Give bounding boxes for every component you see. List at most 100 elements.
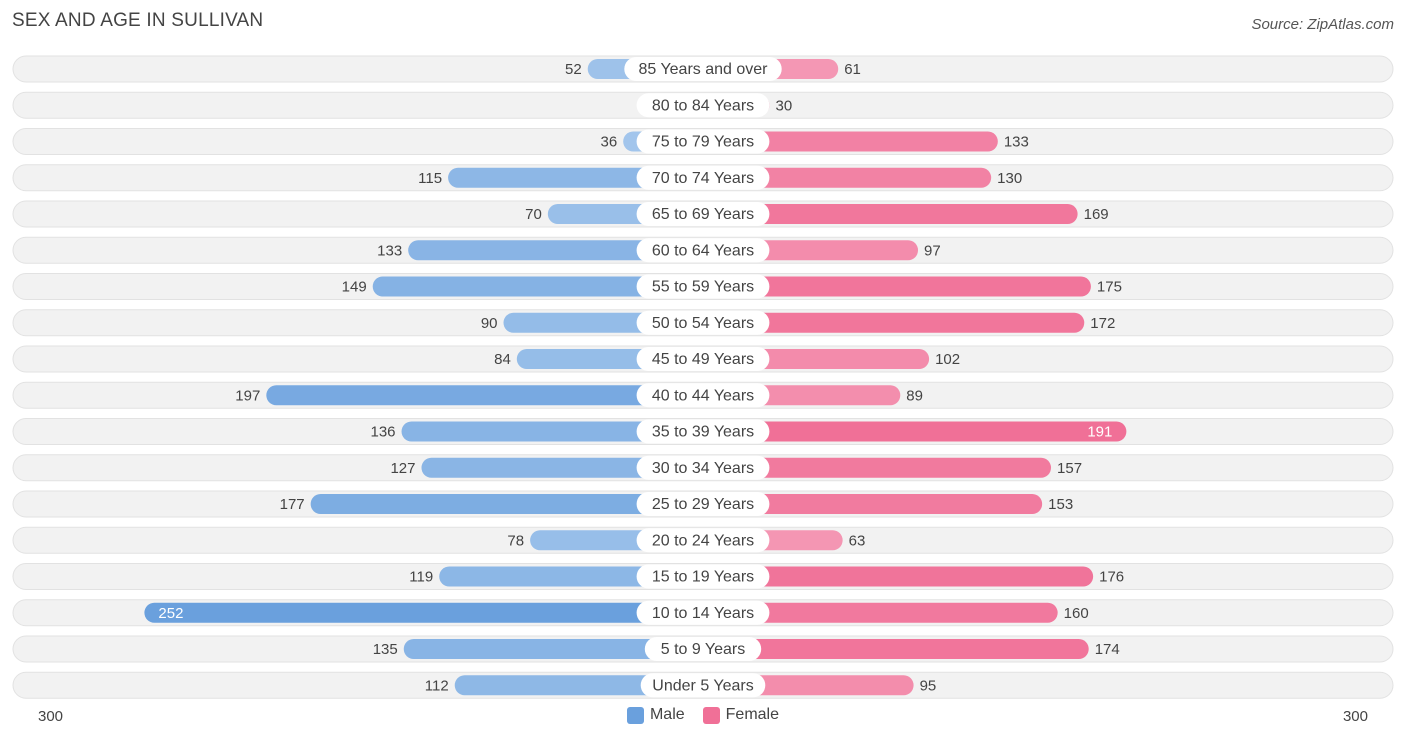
- category-label: 10 to 14 Years: [652, 605, 754, 622]
- female-bar: [693, 494, 1043, 514]
- female-bar: [693, 602, 1058, 623]
- female-value-label: 30: [776, 97, 793, 114]
- category-label: 20 to 24 Years: [652, 532, 754, 549]
- male-bar: [266, 385, 713, 406]
- female-bar: [693, 457, 1052, 478]
- category-label: 50 to 54 Years: [652, 315, 754, 332]
- female-value-label: 191: [1087, 424, 1112, 441]
- category-label: 80 to 84 Years: [652, 97, 754, 114]
- male-value-label: 197: [235, 387, 260, 404]
- category-label-pill: [636, 528, 770, 553]
- male-value-label: 70: [525, 206, 542, 223]
- category-label-pill: [636, 202, 770, 226]
- female-bar: [693, 131, 998, 152]
- category-label-pill: [624, 57, 782, 81]
- category-label: 70 to 74 Years: [652, 170, 754, 187]
- category-label: 35 to 39 Years: [652, 424, 754, 441]
- male-bar: [401, 421, 713, 442]
- female-bar: [693, 421, 1127, 442]
- male-value-label: 36: [601, 134, 618, 151]
- female-value-label: 61: [844, 61, 861, 78]
- female-value-label: 176: [1099, 569, 1124, 586]
- category-label-pill: [636, 419, 770, 444]
- category-label-pill: [636, 455, 770, 480]
- female-value-label: 169: [1084, 206, 1109, 223]
- female-value-label: 160: [1064, 605, 1089, 622]
- legend-label-male: Male: [649, 706, 685, 723]
- category-label-pill: [636, 600, 770, 625]
- legend-swatch-female: [702, 706, 720, 724]
- female-value-label: 130: [997, 170, 1022, 187]
- category-label: 15 to 19 Years: [652, 569, 754, 586]
- female-value-label: 172: [1090, 315, 1115, 332]
- male-value-label: 52: [565, 61, 582, 78]
- male-value-label: 252: [158, 605, 183, 622]
- legend: Male Female: [0, 706, 1406, 724]
- category-label-pill: [640, 673, 766, 698]
- female-bar: [693, 276, 1091, 297]
- category-label: 75 to 79 Years: [652, 134, 754, 151]
- male-bar: [408, 240, 713, 261]
- axis-max-label: 300: [1342, 708, 1368, 725]
- category-label-pill: [636, 165, 770, 190]
- male-bar: [403, 639, 713, 659]
- male-value-label: 115: [418, 170, 442, 187]
- legend-swatch-male: [626, 706, 644, 724]
- female-value-label: 174: [1095, 641, 1120, 658]
- male-value-label: 127: [390, 460, 415, 477]
- category-label: 65 to 69 Years: [652, 206, 754, 223]
- category-label: 85 Years and over: [639, 61, 769, 78]
- female-value-label: 102: [935, 351, 960, 368]
- male-value-label: 90: [481, 315, 498, 332]
- female-bar: [693, 639, 1089, 659]
- category-label-pill: [636, 564, 770, 589]
- category-label: 30 to 34 Years: [652, 460, 754, 477]
- male-value-label: 78: [507, 532, 524, 549]
- category-label: 45 to 49 Years: [652, 351, 754, 368]
- category-label-pill: [636, 129, 770, 154]
- male-value-label: 119: [409, 569, 433, 586]
- male-value-label: 149: [342, 279, 367, 296]
- male-value-label: 133: [377, 242, 402, 259]
- category-label: Under 5 Years: [652, 677, 753, 694]
- male-bar: [372, 276, 713, 297]
- male-bar: [144, 602, 713, 623]
- male-value-label: 177: [280, 496, 305, 513]
- category-label: 55 to 59 Years: [652, 279, 754, 296]
- category-label: 60 to 64 Years: [652, 242, 754, 259]
- category-label-pill: [636, 347, 770, 371]
- female-bar: [693, 312, 1085, 333]
- chart-title: SEX AND AGE IN SULLIVAN: [12, 10, 264, 31]
- female-bar: [693, 204, 1078, 224]
- female-value-label: 133: [1004, 134, 1029, 151]
- female-value-label: 157: [1057, 460, 1082, 477]
- axis-min-label: 300: [38, 708, 64, 725]
- category-label-pill: [636, 274, 770, 299]
- female-value-label: 153: [1048, 496, 1073, 513]
- female-value-label: 63: [849, 532, 866, 549]
- female-value-label: 175: [1097, 279, 1122, 296]
- male-value-label: 135: [373, 641, 398, 658]
- category-label-pill: [636, 238, 770, 263]
- category-label-pill: [636, 93, 770, 118]
- legend-item-male[interactable]: Male: [626, 706, 685, 724]
- female-value-label: 95: [920, 677, 937, 694]
- legend-item-female[interactable]: Female: [702, 706, 780, 724]
- category-label-pill: [636, 383, 770, 408]
- category-label: 40 to 44 Years: [652, 387, 754, 404]
- category-label: 25 to 29 Years: [652, 496, 754, 513]
- category-label: 5 to 9 Years: [661, 641, 746, 658]
- male-value-label: 136: [371, 424, 396, 441]
- male-value-label: 112: [425, 677, 449, 694]
- male-value-label: 84: [494, 351, 511, 368]
- category-label-pill: [644, 637, 762, 661]
- female-value-label: 97: [924, 242, 941, 259]
- female-value-label: 89: [906, 387, 923, 404]
- source-note: Source: ZipAtlas.com: [1251, 16, 1394, 33]
- category-label-pill: [636, 492, 770, 516]
- legend-label-female: Female: [725, 706, 780, 723]
- category-label-pill: [636, 310, 770, 335]
- male-bar: [310, 494, 713, 514]
- female-bar: [693, 566, 1094, 587]
